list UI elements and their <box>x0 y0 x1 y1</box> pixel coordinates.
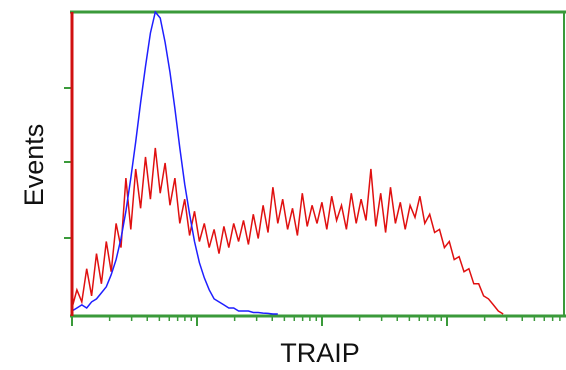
x-axis-label: TRAIP <box>280 338 360 368</box>
series-line <box>71 10 278 315</box>
series-line <box>71 147 504 315</box>
y-axis-label: Events <box>19 124 49 207</box>
frame <box>70 10 566 318</box>
